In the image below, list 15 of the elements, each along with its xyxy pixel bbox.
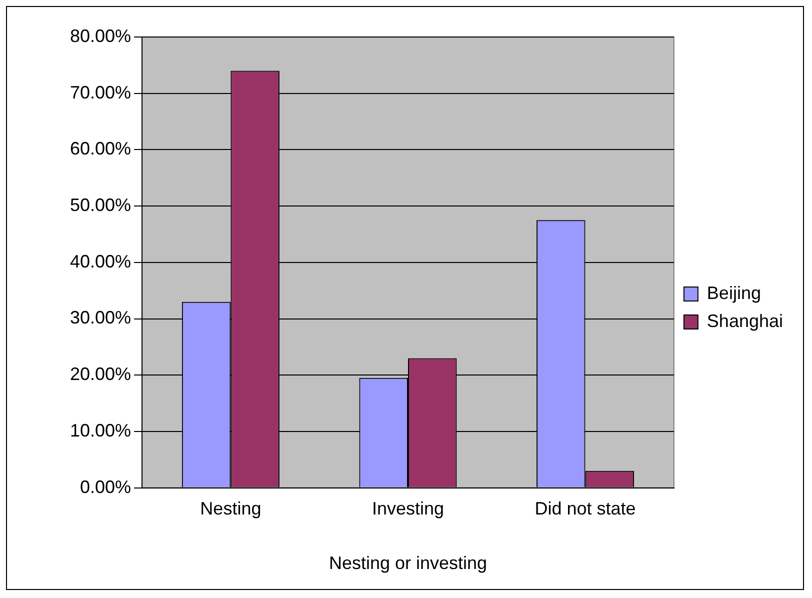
y-tick-label: 20.00% (70, 364, 132, 384)
x-tick-label: Did not state (534, 498, 636, 519)
y-tick-label: 60.00% (70, 138, 132, 159)
y-tick-label: 10.00% (70, 420, 132, 440)
legend-label: Beijing (706, 282, 761, 303)
y-tick-label: 0.00% (80, 476, 132, 497)
x-axis-title: Nesting or investing (328, 553, 488, 574)
y-tick-label: 40.00% (70, 251, 132, 272)
y-tick-label: 30.00% (70, 308, 132, 328)
x-tick-label: Investing (372, 498, 444, 519)
legend-label: Shanghai (706, 310, 784, 331)
x-tick-label: Nesting (200, 498, 262, 519)
y-tick-label: 70.00% (70, 82, 132, 102)
y-tick-label: 50.00% (70, 195, 132, 216)
y-tick-label: 80.00% (70, 26, 132, 46)
